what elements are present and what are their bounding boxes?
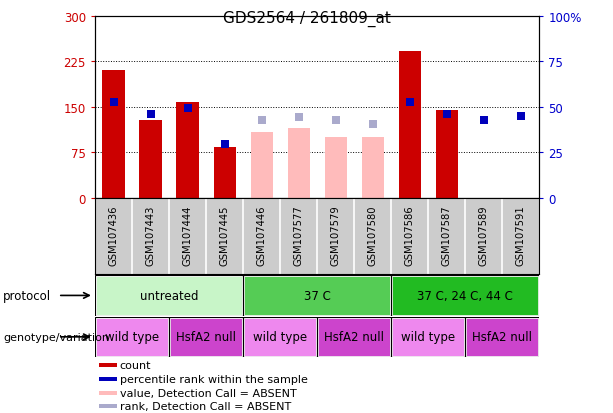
Bar <box>243 275 391 316</box>
Bar <box>243 317 318 357</box>
Bar <box>318 317 391 357</box>
Bar <box>287 128 310 198</box>
Text: GSM107436: GSM107436 <box>109 205 118 265</box>
Bar <box>251 133 273 198</box>
Text: protocol: protocol <box>3 289 51 302</box>
Text: HsfA2 null: HsfA2 null <box>473 330 533 344</box>
Text: GSM107444: GSM107444 <box>183 205 192 265</box>
Bar <box>398 52 421 198</box>
Bar <box>99 377 116 381</box>
Bar <box>99 391 116 394</box>
Bar <box>318 317 391 357</box>
Bar <box>95 317 169 357</box>
Text: HsfA2 null: HsfA2 null <box>176 330 236 344</box>
Text: GSM107443: GSM107443 <box>145 205 156 265</box>
Text: HsfA2 null: HsfA2 null <box>324 330 384 344</box>
Text: 37 C: 37 C <box>304 289 330 302</box>
Bar <box>436 110 458 198</box>
Bar <box>99 363 116 367</box>
Bar <box>362 138 384 198</box>
Bar <box>465 317 539 357</box>
Bar <box>95 275 243 316</box>
Text: rank, Detection Call = ABSENT: rank, Detection Call = ABSENT <box>120 401 291 411</box>
Text: GSM107587: GSM107587 <box>442 205 452 265</box>
Text: wild type: wild type <box>402 330 455 344</box>
Text: GSM107586: GSM107586 <box>405 205 415 265</box>
Text: 37 C, 24 C, 44 C: 37 C, 24 C, 44 C <box>417 289 513 302</box>
Bar <box>213 148 236 198</box>
Text: genotype/variation: genotype/variation <box>3 332 109 342</box>
Bar <box>465 317 539 357</box>
Bar <box>99 404 116 408</box>
Bar <box>102 71 124 198</box>
Text: GSM107589: GSM107589 <box>479 205 489 265</box>
Text: GDS2564 / 261809_at: GDS2564 / 261809_at <box>223 10 390 26</box>
Text: GSM107577: GSM107577 <box>294 204 303 265</box>
Bar <box>177 102 199 198</box>
Text: GSM107446: GSM107446 <box>257 205 267 265</box>
Bar <box>243 317 318 357</box>
Bar <box>391 317 465 357</box>
Bar <box>391 275 539 316</box>
Bar <box>325 138 347 198</box>
Text: GSM107580: GSM107580 <box>368 205 378 265</box>
Bar <box>243 275 391 316</box>
Text: value, Detection Call = ABSENT: value, Detection Call = ABSENT <box>120 388 297 398</box>
Text: wild type: wild type <box>105 330 159 344</box>
Bar <box>169 317 243 357</box>
Text: GSM107579: GSM107579 <box>331 204 341 265</box>
Bar <box>391 275 539 316</box>
Text: GSM107591: GSM107591 <box>516 204 526 265</box>
Bar <box>95 317 169 357</box>
Text: percentile rank within the sample: percentile rank within the sample <box>120 374 308 384</box>
Bar <box>140 121 162 198</box>
Bar <box>95 275 243 316</box>
Text: GSM107445: GSM107445 <box>219 205 230 265</box>
Bar <box>391 317 465 357</box>
Text: count: count <box>120 360 151 370</box>
Text: wild type: wild type <box>253 330 307 344</box>
Bar <box>169 317 243 357</box>
Text: untreated: untreated <box>140 289 199 302</box>
